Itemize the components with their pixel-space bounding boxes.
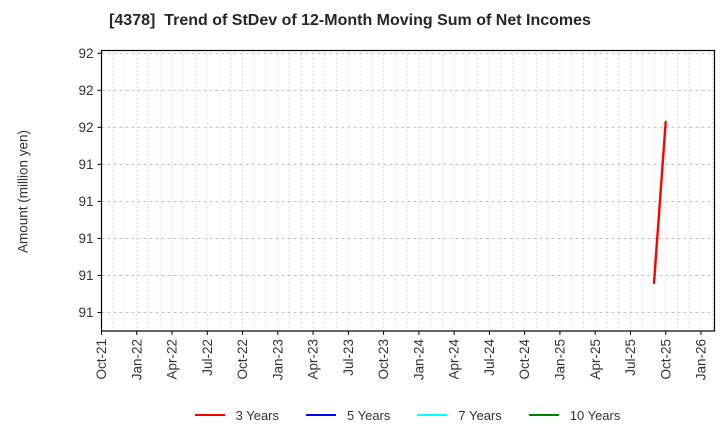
- y-tick-label: 91: [78, 231, 93, 246]
- legend-label: 10 Years: [569, 407, 621, 423]
- legend-line-swatch: [194, 414, 225, 416]
- legend-line-swatch: [528, 414, 559, 416]
- x-tick-label: Jan-23: [270, 339, 285, 380]
- x-tick-label: Oct-22: [235, 339, 250, 380]
- y-axis-label: Amount (million yen): [15, 129, 31, 254]
- x-tick-label: Apr-23: [306, 339, 321, 380]
- x-tick-label: Jan-25: [553, 339, 568, 380]
- x-tick-label: Oct-23: [376, 339, 391, 380]
- legend-item-7-years: 7 Years: [417, 407, 502, 423]
- legend-line-swatch: [306, 414, 336, 416]
- x-tick-label: Oct-24: [517, 339, 532, 380]
- legend-item-10-years: 10 Years: [528, 407, 621, 423]
- y-tick-label: 91: [78, 157, 93, 172]
- x-tick-label: Jul-25: [623, 339, 638, 376]
- legend-label: 7 Years: [458, 407, 502, 423]
- series-line-3-years: [652, 120, 667, 285]
- legend-label: 3 Years: [235, 407, 279, 423]
- y-tick-label: 91: [78, 268, 93, 283]
- x-tick-label: Jan-24: [411, 339, 426, 381]
- y-tick-label: 92: [78, 120, 93, 135]
- y-tick-label: 92: [78, 46, 93, 61]
- x-tick-label: Apr-22: [165, 339, 180, 380]
- y-tick-label: 91: [78, 305, 93, 320]
- x-tick-label: Jan-26: [694, 339, 709, 380]
- chart-title: [4378] Trend of StDev of 12-Month Moving…: [109, 12, 591, 29]
- y-tick-label: 91: [78, 194, 93, 209]
- x-tick-label: Apr-24: [447, 339, 462, 380]
- legend-item-3-years: 3 Years: [194, 407, 279, 423]
- x-tick-label: Apr-25: [588, 339, 603, 380]
- legend-item-5-years: 5 Years: [306, 408, 390, 423]
- legend-line-swatch: [417, 414, 448, 416]
- x-tick-label: Jul-23: [341, 339, 356, 376]
- legend-label: 5 Years: [347, 407, 391, 423]
- plot-border: [100, 49, 716, 332]
- x-tick-label: Oct-25: [658, 339, 673, 380]
- x-tick-label: Jul-22: [200, 339, 215, 376]
- x-tick-label: Jan-22: [129, 339, 144, 380]
- legend: 3 Years 5 Years 7 Years 10 Years: [101, 402, 714, 428]
- x-tick-label: Oct-21: [94, 339, 109, 380]
- x-tick-label: Jul-24: [482, 339, 497, 376]
- y-tick-label: 92: [78, 83, 93, 98]
